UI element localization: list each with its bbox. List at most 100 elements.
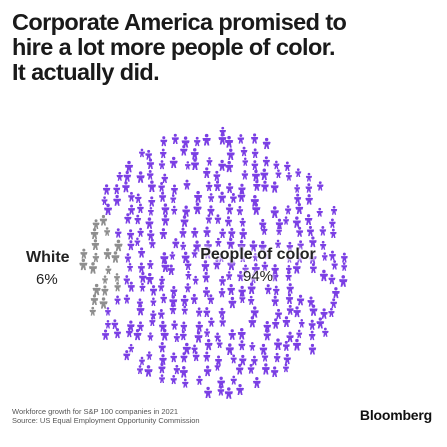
person-icon — [207, 205, 215, 216]
person-icon — [136, 365, 144, 375]
person-icon — [134, 214, 142, 225]
person-icon — [160, 293, 168, 304]
person-icon — [251, 169, 261, 182]
person-icon — [123, 170, 132, 182]
people-of-color-value-label: 94% — [242, 268, 274, 285]
person-icon — [126, 229, 135, 240]
person-icon — [158, 182, 166, 192]
person-icon — [283, 161, 291, 171]
person-icon — [292, 338, 302, 351]
person-icon — [185, 270, 192, 280]
person-icon — [139, 282, 146, 292]
white-value-label: 6% — [36, 271, 58, 288]
person-icon — [170, 285, 178, 297]
person-icon — [250, 355, 258, 366]
person-icon — [294, 184, 301, 193]
people-of-color-series-label: People of color — [200, 246, 316, 263]
person-icon — [180, 241, 187, 251]
person-icon — [236, 205, 244, 216]
person-icon — [202, 271, 210, 283]
person-icon — [285, 293, 294, 304]
person-icon — [213, 170, 221, 181]
person-icon — [127, 204, 136, 215]
person-icon — [319, 240, 327, 250]
person-icon — [133, 328, 142, 341]
person-icon — [180, 352, 188, 363]
person-icon — [305, 183, 313, 193]
person-icon — [150, 297, 157, 307]
person-icon — [113, 194, 122, 206]
person-icon — [90, 294, 99, 306]
person-icon — [171, 320, 178, 330]
person-icon — [228, 296, 237, 309]
person-icon — [237, 327, 246, 340]
person-icon — [88, 262, 98, 274]
person-icon — [214, 214, 222, 224]
person-icon — [331, 260, 338, 270]
person-icon — [261, 363, 270, 375]
person-icon — [203, 226, 211, 238]
person-icon — [225, 182, 234, 194]
person-icon — [137, 262, 146, 273]
person-icon — [180, 321, 188, 332]
person-icon — [204, 328, 211, 337]
person-icon — [136, 304, 145, 316]
person-icon — [328, 250, 336, 261]
person-icon — [331, 287, 340, 299]
person-icon — [181, 305, 188, 315]
headline-line-1: Corporate America promised to — [12, 9, 347, 35]
person-icon — [296, 329, 303, 339]
person-icon — [124, 160, 134, 173]
person-icon — [213, 180, 222, 192]
person-icon — [228, 329, 237, 340]
person-icon — [275, 169, 282, 179]
person-icon — [157, 309, 165, 319]
person-icon — [161, 173, 169, 184]
white-series-label: White — [26, 249, 70, 266]
person-icon — [298, 319, 305, 328]
bloomberg-logo: Bloomberg — [359, 407, 432, 423]
person-icon — [262, 156, 270, 167]
person-icon — [190, 148, 199, 160]
person-icon — [161, 214, 170, 226]
person-icon — [91, 239, 100, 250]
person-icon — [179, 227, 187, 238]
person-icon — [92, 219, 100, 230]
person-icon — [204, 386, 213, 399]
person-icon — [219, 228, 227, 239]
person-icon — [79, 258, 88, 271]
person-icon — [282, 316, 291, 328]
person-icon — [283, 353, 292, 365]
person-icon — [284, 205, 292, 215]
person-icon — [146, 158, 155, 170]
person-icon — [330, 298, 338, 308]
person-icon — [218, 307, 226, 318]
person-icon — [191, 227, 199, 238]
person-icon — [273, 338, 283, 350]
person-icon — [114, 239, 123, 252]
person-icon — [114, 295, 121, 305]
person-icon — [330, 228, 337, 238]
person-icon — [203, 365, 212, 377]
person-icon — [145, 217, 154, 229]
footnote: Workforce growth for S&P 100 companies i… — [12, 407, 272, 425]
person-icon — [136, 171, 145, 183]
person-icon — [238, 340, 246, 351]
person-icon — [270, 206, 279, 218]
person-icon — [235, 363, 244, 375]
person-icon — [92, 252, 100, 263]
person-icon — [124, 213, 132, 224]
person-icon — [237, 190, 246, 202]
person-icon — [170, 374, 177, 385]
person-icon — [285, 172, 293, 181]
person-icon — [218, 275, 227, 286]
person-icon — [306, 225, 315, 237]
person-icon — [146, 169, 154, 180]
person-icon — [146, 351, 153, 360]
person-icon — [316, 207, 323, 217]
person-icon — [146, 229, 155, 241]
person-icon — [296, 294, 305, 306]
person-icon — [230, 354, 237, 364]
person-icon — [227, 283, 236, 295]
person-icon — [282, 340, 290, 351]
